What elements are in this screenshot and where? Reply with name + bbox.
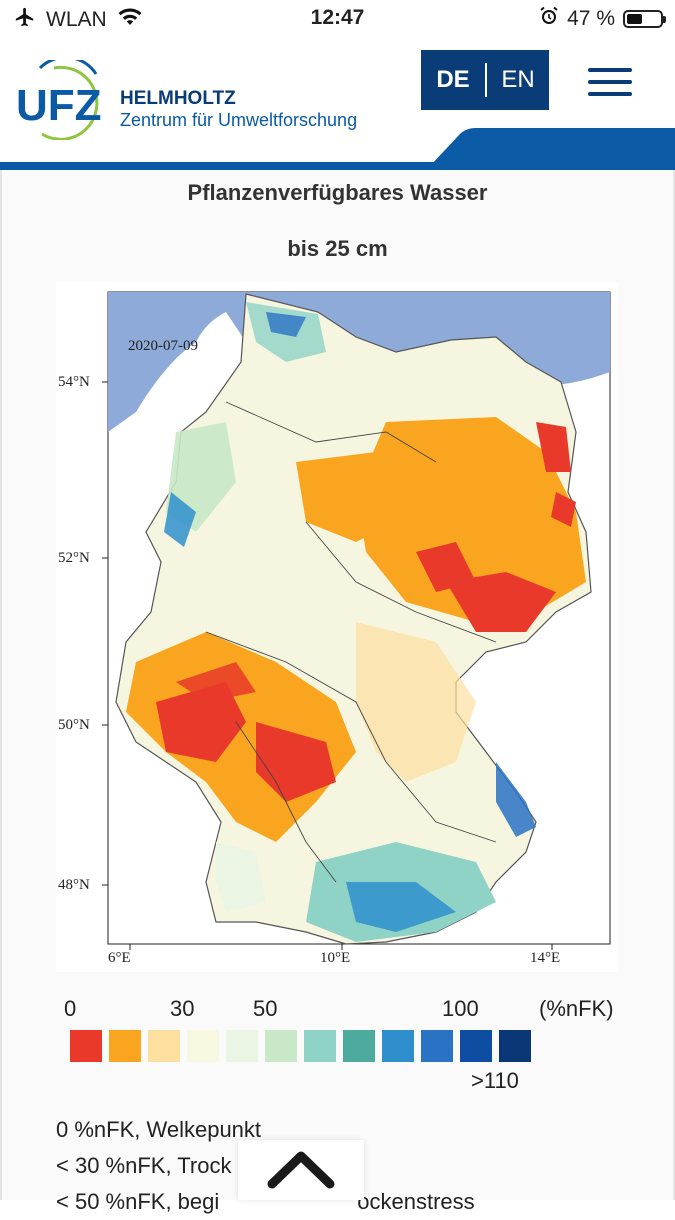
lat-label-52: 52°N	[58, 550, 90, 566]
language-switcher: DE EN	[421, 50, 549, 110]
lang-de-button[interactable]: DE	[436, 66, 470, 93]
note-line: < 30 %nFK, Trock	[56, 1153, 232, 1178]
legend-tick-100: 100	[442, 996, 479, 1021]
legend-unit: (%nFK)	[539, 996, 614, 1021]
page-subtitle: bis 25 cm	[287, 236, 388, 261]
header-accent-wedge	[430, 128, 675, 166]
legend-swatch-6	[304, 1030, 336, 1062]
lon-label-10: 10°E	[320, 950, 351, 966]
legend-swatch-2	[148, 1030, 180, 1062]
note-line: 0 %nFK, Welkepunkt	[56, 1117, 262, 1142]
airplane-icon	[14, 6, 36, 34]
site-header: UFZ HELMHOLTZ Zentrum für Umweltforschun…	[0, 38, 675, 170]
logo-org-subtitle: Zentrum für Umweltforschung	[120, 110, 357, 130]
lat-label-50: 50°N	[58, 717, 90, 733]
legend-swatch-9	[421, 1030, 453, 1062]
legend-tick-30: 30	[170, 996, 195, 1021]
lat-label-48: 48°N	[58, 877, 90, 893]
legend-tick-50: 50	[253, 996, 278, 1021]
legend-max-label: >110	[471, 1068, 519, 1093]
battery-icon	[623, 10, 666, 28]
lon-label-6: 6°E	[108, 950, 131, 966]
lat-label-54: 54°N	[58, 374, 90, 390]
header-accent-bar	[0, 162, 675, 170]
map-graphic	[102, 291, 611, 950]
clock: 12:47	[310, 6, 365, 29]
page-title: Pflanzenverfügbares Wasser	[187, 180, 488, 205]
lon-label-14: 14°E	[530, 950, 561, 966]
scroll-to-top-button[interactable]	[238, 1140, 364, 1200]
wifi-icon	[117, 7, 143, 33]
map-date-label: 2020-07-09	[128, 338, 198, 354]
chevron-up-icon	[267, 1151, 335, 1189]
legend-swatch-8	[382, 1030, 414, 1062]
legend-swatch-0	[70, 1030, 102, 1062]
legend-swatch-10	[460, 1030, 492, 1062]
legend-color-scale	[70, 1030, 531, 1062]
legend-tick-0: 0	[64, 996, 77, 1021]
legend-swatch-5	[265, 1030, 297, 1062]
status-right: 47 %	[539, 6, 666, 32]
note-line: < 50 %nFK, begi	[56, 1189, 220, 1214]
alarm-icon	[539, 6, 559, 32]
main-content: Pflanzenverfügbares Wasser bis 25 cm	[0, 170, 675, 1214]
soil-moisture-map: 2020-07-09 54°N 52°N 50°N 48°N 6°E 10°E …	[56, 282, 618, 972]
legend-swatch-3	[187, 1030, 219, 1062]
carrier-label: WLAN	[46, 8, 107, 31]
legend-swatch-11	[499, 1030, 531, 1062]
legend-swatch-4	[226, 1030, 258, 1062]
legend-swatch-1	[109, 1030, 141, 1062]
ufz-logo[interactable]: UFZ HELMHOLTZ Zentrum für Umweltforschun…	[14, 55, 374, 141]
note-line-tail: ockenstress	[357, 1189, 475, 1214]
logo-wordmark: UFZ	[16, 81, 102, 130]
hamburger-menu-icon[interactable]	[588, 68, 632, 96]
logo-org-name: HELMHOLTZ	[120, 88, 236, 109]
lang-separator	[485, 63, 487, 97]
status-bar: WLAN 12:47 47 %	[0, 0, 675, 38]
battery-percent: 47 %	[567, 7, 615, 30]
lang-en-button[interactable]: EN	[501, 66, 535, 93]
legend-swatch-7	[343, 1030, 375, 1062]
status-left: WLAN	[14, 6, 143, 34]
